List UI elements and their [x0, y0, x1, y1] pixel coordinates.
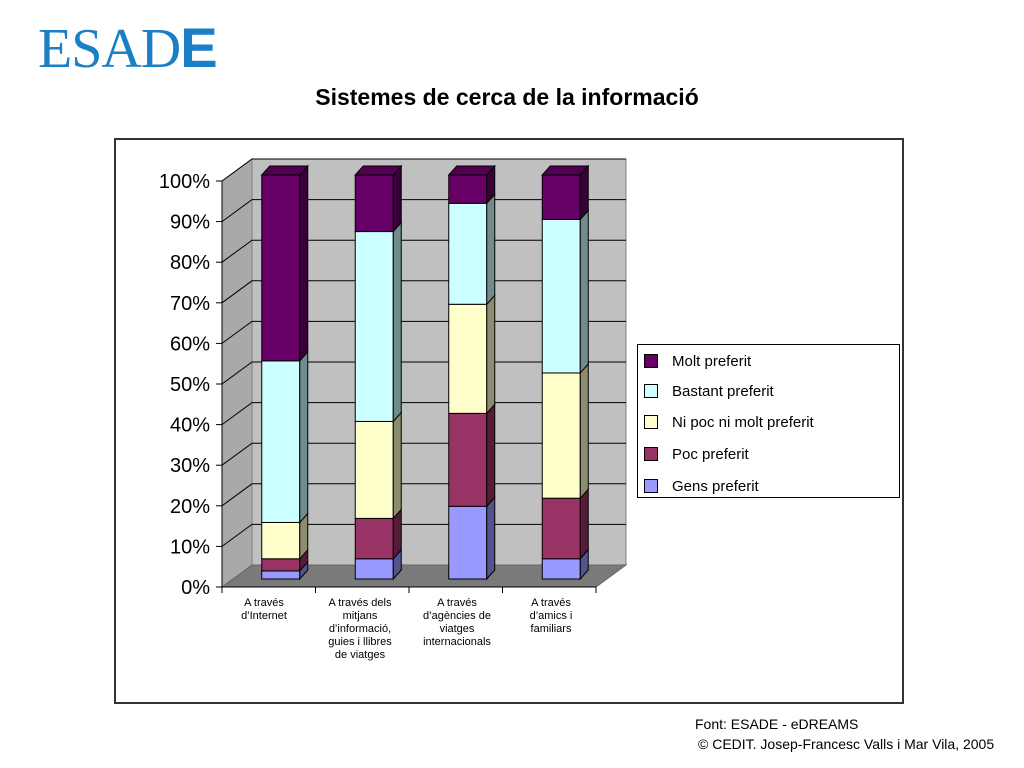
legend-swatch	[644, 354, 658, 368]
bar-segment-side	[579, 209, 589, 375]
bar-segment	[448, 174, 488, 204]
bar-segment-side	[486, 192, 496, 306]
bar-segment	[354, 517, 394, 560]
copyright-note: © CEDIT. Josep-Francesc Valls i Mar Vila…	[698, 736, 995, 752]
legend-item: Gens preferit	[644, 476, 759, 496]
bar-segment	[541, 372, 581, 499]
y-tick-label: 30%	[170, 455, 210, 477]
legend-label: Poc preferit	[672, 445, 749, 463]
legend-swatch	[644, 479, 658, 493]
bar-segment-side	[299, 350, 309, 524]
y-tick-label: 40%	[170, 415, 210, 437]
chart-title: Sistemes de cerca de la informació	[315, 84, 699, 110]
category-label: A través d’amics i familiars	[529, 597, 573, 635]
category-label: A través d’Internet	[241, 597, 287, 622]
legend-item: Bastant preferit	[644, 381, 774, 401]
legend-item: Molt preferit	[644, 351, 751, 371]
chart-frame	[114, 138, 904, 704]
bar-segment-side	[392, 411, 402, 520]
bar-segment-side	[579, 362, 589, 500]
bar-segment	[541, 218, 581, 374]
gridline	[221, 199, 626, 223]
legend-swatch	[644, 447, 658, 461]
legend-label: Ni poc ni molt preferit	[672, 413, 814, 431]
bar-top	[541, 165, 590, 176]
bar-segment	[448, 303, 488, 414]
y-tick-label: 80%	[170, 252, 210, 274]
gridline	[221, 442, 626, 466]
bar-segment-side	[486, 495, 496, 581]
bar-segment-side	[486, 293, 496, 415]
legend-item: Poc preferit	[644, 444, 749, 464]
y-tick-label: 0%	[181, 577, 210, 599]
bar-segment	[354, 420, 394, 519]
bar-segment-side	[299, 164, 309, 363]
bar-segment	[261, 570, 301, 580]
gridline	[221, 402, 626, 426]
bar-segment-side	[579, 487, 589, 561]
source-note: Font: ESADE - eDREAMS	[695, 716, 859, 732]
gridline	[221, 320, 626, 344]
legend-label: Gens preferit	[672, 477, 759, 495]
gridline	[221, 361, 626, 385]
y-tick-label: 60%	[170, 333, 210, 355]
bar-top	[354, 165, 403, 176]
bar-segment	[541, 174, 581, 220]
gridline	[221, 523, 626, 547]
bar-segment	[261, 360, 301, 523]
bar-segment	[354, 558, 394, 580]
bar-segment	[261, 521, 301, 560]
bar-segment	[261, 174, 301, 362]
bar-segment	[448, 202, 488, 305]
legend-item: Ni poc ni molt preferit	[644, 412, 814, 432]
bar-segment	[448, 505, 488, 580]
bar-segment-side	[392, 221, 402, 423]
y-tick-label: 70%	[170, 293, 210, 315]
bar-segment-side	[392, 164, 402, 233]
category-label: A través dels mitjans d’informació, guie…	[328, 597, 392, 661]
gridline	[221, 280, 626, 304]
chart-legend: Molt preferit Bastant preferit Ni poc ni…	[637, 344, 900, 498]
bar-segment-side	[486, 403, 496, 508]
y-tick-label: 90%	[170, 212, 210, 234]
y-tick-label: 100%	[159, 171, 210, 193]
legend-label: Molt preferit	[672, 352, 752, 370]
bar-top	[447, 165, 496, 176]
gridline	[221, 158, 626, 182]
y-tick-label: 50%	[170, 374, 210, 396]
gridline	[221, 483, 626, 507]
bar-top	[260, 165, 309, 176]
esade-logo: ESADE	[38, 16, 218, 80]
y-tick-label: 20%	[170, 496, 210, 518]
y-tick-label: 10%	[170, 536, 210, 558]
bar-segment	[354, 231, 394, 422]
gridline	[221, 239, 626, 263]
bar-segment	[448, 412, 488, 507]
category-label: A través d’agències de viatges internaci…	[423, 597, 491, 648]
bar-segment	[261, 558, 301, 572]
legend-label: Bastant preferit	[672, 382, 774, 400]
bar-segment	[354, 174, 394, 233]
bar-segment	[541, 558, 581, 580]
legend-swatch	[644, 384, 658, 398]
legend-swatch	[644, 415, 658, 429]
bar-segment	[541, 497, 581, 560]
